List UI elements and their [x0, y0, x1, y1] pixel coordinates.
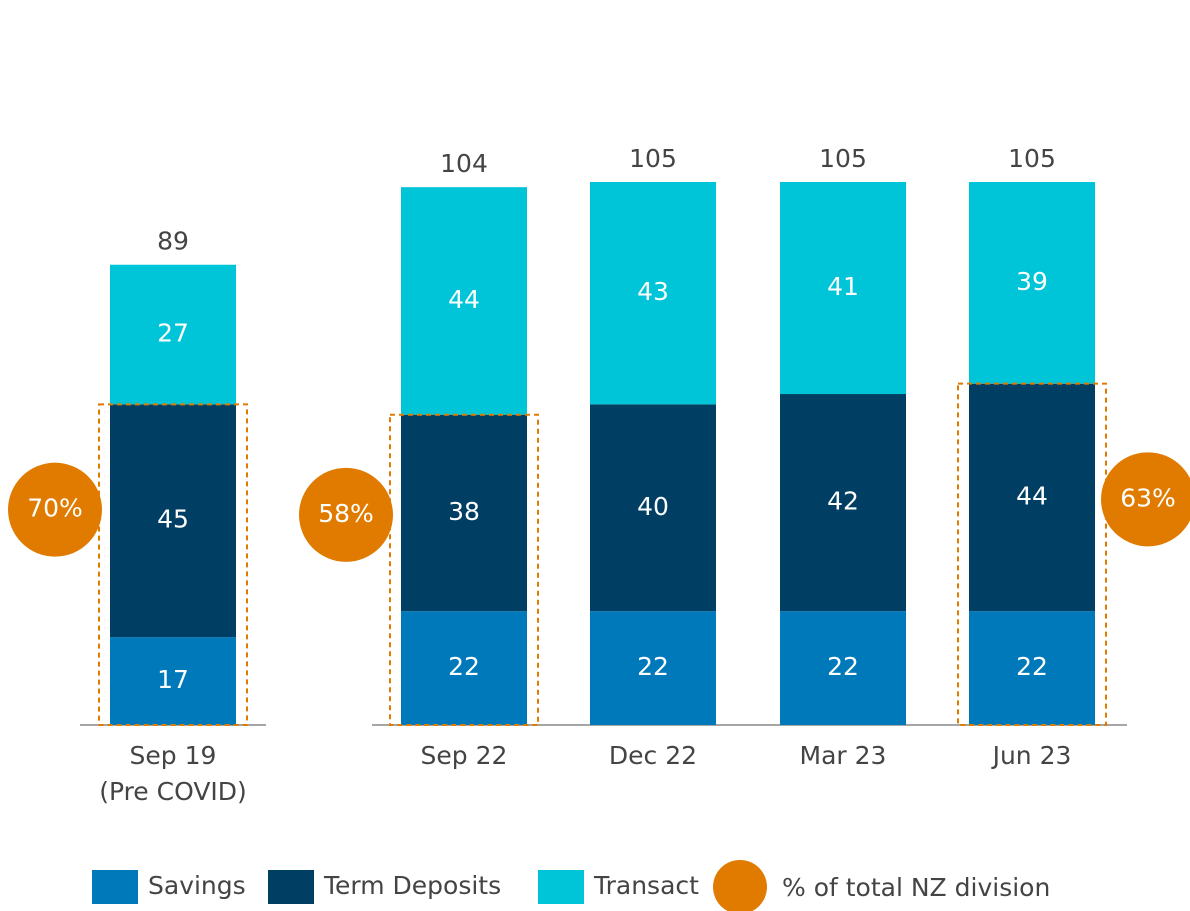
- segment-label: 44: [448, 285, 480, 314]
- bar-segment: [401, 414, 527, 612]
- legend-label: Term Deposits: [323, 871, 501, 900]
- bar-segment: [110, 404, 236, 638]
- highlight-box: [389, 413, 539, 726]
- bar-segment: [110, 637, 236, 725]
- legend-label: Transact: [593, 871, 699, 900]
- bar-segment: [401, 187, 527, 415]
- total-label: 105: [1008, 144, 1056, 173]
- x-tick-label: Sep 19: [130, 741, 217, 770]
- segment-label: 42: [827, 487, 859, 516]
- legend-label: Savings: [148, 871, 246, 900]
- bar-segment: [780, 611, 906, 725]
- total-label: 105: [629, 144, 677, 173]
- legend-swatch: [92, 870, 138, 904]
- segment-label: 40: [637, 492, 669, 521]
- share-marker: [8, 462, 102, 557]
- share-label: 58%: [318, 499, 374, 528]
- share-label: 63%: [1120, 483, 1176, 512]
- x-tick-label: Sep 22: [421, 741, 508, 770]
- segment-label: 39: [1016, 267, 1048, 296]
- segment-label: 44: [1016, 481, 1048, 510]
- segment-label: 22: [827, 652, 859, 681]
- share-marker: [1101, 452, 1190, 547]
- segment-label: 45: [157, 505, 189, 534]
- bar-segment: [110, 264, 236, 405]
- total-label: 105: [819, 144, 867, 173]
- legend-swatch: [713, 860, 767, 911]
- total-label: 104: [440, 149, 488, 178]
- bar-segment: [969, 611, 1095, 725]
- segment-label: 43: [637, 277, 669, 306]
- segment-label: 38: [448, 497, 480, 526]
- segment-label: 22: [448, 652, 480, 681]
- bar-segment: [590, 611, 716, 725]
- segment-label: 22: [637, 652, 669, 681]
- bar-segment: [590, 404, 716, 612]
- x-tick-label: Dec 22: [609, 741, 697, 770]
- legend-swatch: [538, 870, 584, 904]
- x-tick-label: Jun 23: [991, 741, 1072, 770]
- share-marker: [299, 467, 393, 562]
- bar-segment: [590, 182, 716, 405]
- segment-label: 17: [157, 665, 189, 694]
- highlight-box: [98, 403, 248, 726]
- bar-segment: [969, 383, 1095, 612]
- total-label: 89: [157, 227, 189, 256]
- bar-segment: [780, 394, 906, 612]
- x-tick-label: Mar 23: [800, 741, 887, 770]
- x-tick-label: (Pre COVID): [99, 777, 247, 806]
- segment-label: 41: [827, 272, 859, 301]
- share-label: 70%: [27, 494, 83, 523]
- legend-swatch: [268, 870, 314, 904]
- bar-segment: [780, 182, 906, 395]
- highlight-box: [957, 382, 1107, 726]
- bar-segment: [401, 611, 527, 725]
- legend-label: % of total NZ division: [782, 873, 1050, 902]
- segment-label: 27: [157, 319, 189, 348]
- bar-segment: [969, 182, 1095, 384]
- segment-label: 22: [1016, 652, 1048, 681]
